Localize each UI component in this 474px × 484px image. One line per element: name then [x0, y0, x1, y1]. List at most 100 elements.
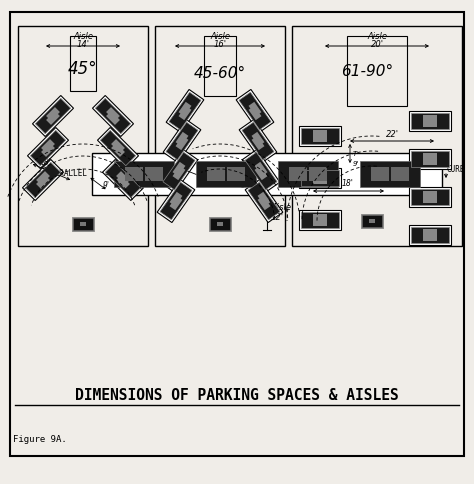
Bar — [209, 217, 231, 231]
Bar — [347, 36, 407, 106]
Text: 9': 9' — [353, 161, 359, 167]
Text: 20': 20' — [371, 40, 383, 49]
Bar — [175, 132, 189, 146]
Bar — [102, 160, 144, 200]
Bar — [46, 111, 60, 125]
Bar — [239, 120, 277, 163]
Bar — [309, 167, 327, 181]
Text: 16': 16' — [213, 40, 227, 49]
Bar — [252, 132, 264, 146]
Bar — [245, 180, 283, 223]
Bar — [170, 196, 182, 210]
Bar — [98, 127, 138, 168]
Bar — [313, 172, 327, 180]
Bar — [166, 90, 204, 133]
Bar — [70, 36, 96, 91]
Text: Figure 9A.: Figure 9A. — [13, 436, 67, 444]
Bar — [313, 218, 327, 226]
Bar — [170, 192, 182, 206]
Bar — [245, 152, 277, 190]
Bar — [289, 167, 307, 181]
Bar — [423, 115, 437, 123]
Bar — [80, 222, 86, 226]
Bar — [163, 120, 201, 163]
Bar — [411, 151, 449, 167]
Bar — [361, 214, 383, 228]
Bar — [313, 134, 327, 142]
Bar — [257, 192, 271, 206]
Bar — [36, 98, 71, 134]
Bar — [409, 187, 451, 207]
Bar — [252, 136, 264, 150]
Text: Aisle: Aisle — [210, 32, 230, 41]
Bar — [239, 92, 271, 130]
Text: 18': 18' — [179, 158, 191, 167]
Bar — [292, 26, 462, 246]
Bar — [227, 167, 245, 181]
Text: 22': 22' — [385, 130, 399, 139]
Bar — [46, 107, 60, 121]
Bar — [106, 111, 120, 125]
Bar — [423, 233, 437, 241]
Bar — [116, 171, 130, 185]
Bar — [299, 210, 341, 230]
Bar — [391, 167, 409, 181]
Text: DIMENSIONS OF PARKING SPACES & AISLES: DIMENSIONS OF PARKING SPACES & AISLES — [75, 389, 399, 404]
Bar — [36, 171, 50, 185]
Bar — [160, 150, 198, 193]
Bar — [299, 168, 341, 188]
Bar — [22, 160, 64, 200]
Bar — [27, 127, 69, 168]
Bar — [423, 119, 437, 127]
Bar — [157, 180, 195, 223]
Bar — [242, 122, 274, 160]
Bar — [160, 182, 192, 220]
Bar — [25, 162, 61, 197]
Text: 14': 14' — [76, 40, 90, 49]
Bar — [175, 136, 189, 150]
Bar — [92, 153, 442, 195]
Text: 45°: 45° — [68, 60, 98, 78]
Text: 9': 9' — [103, 181, 110, 190]
Bar — [313, 176, 327, 184]
Text: T: T — [353, 151, 357, 157]
Bar — [207, 167, 225, 181]
Bar — [100, 130, 136, 166]
Bar — [248, 182, 280, 220]
Bar — [30, 130, 66, 166]
Bar — [255, 166, 267, 180]
Bar — [313, 130, 327, 138]
Text: 45-60°: 45-60° — [194, 66, 246, 81]
Bar — [423, 191, 437, 199]
Text: Aisle: Aisle — [367, 32, 387, 41]
Text: 18': 18' — [40, 158, 52, 167]
Text: 9': 9' — [241, 181, 248, 190]
Bar — [92, 95, 134, 136]
Bar — [72, 217, 94, 231]
Bar — [41, 139, 55, 153]
Text: 12': 12' — [271, 213, 284, 222]
Bar — [105, 162, 141, 197]
Bar — [33, 95, 73, 136]
Bar — [371, 167, 389, 181]
Bar — [95, 98, 131, 134]
Bar — [106, 107, 120, 121]
Bar — [423, 195, 437, 203]
Text: 18': 18' — [342, 179, 354, 188]
Bar — [369, 219, 375, 223]
Bar — [257, 196, 271, 210]
Bar — [179, 106, 191, 120]
Bar — [411, 227, 449, 243]
Bar — [125, 167, 143, 181]
Bar — [196, 161, 256, 187]
Bar — [236, 90, 274, 133]
Bar — [278, 161, 338, 187]
Bar — [242, 150, 280, 193]
Bar — [204, 36, 236, 96]
Bar — [423, 157, 437, 165]
Bar — [145, 167, 163, 181]
Bar — [313, 214, 327, 222]
Bar — [409, 149, 451, 169]
Bar — [362, 215, 382, 227]
Bar — [301, 212, 339, 228]
